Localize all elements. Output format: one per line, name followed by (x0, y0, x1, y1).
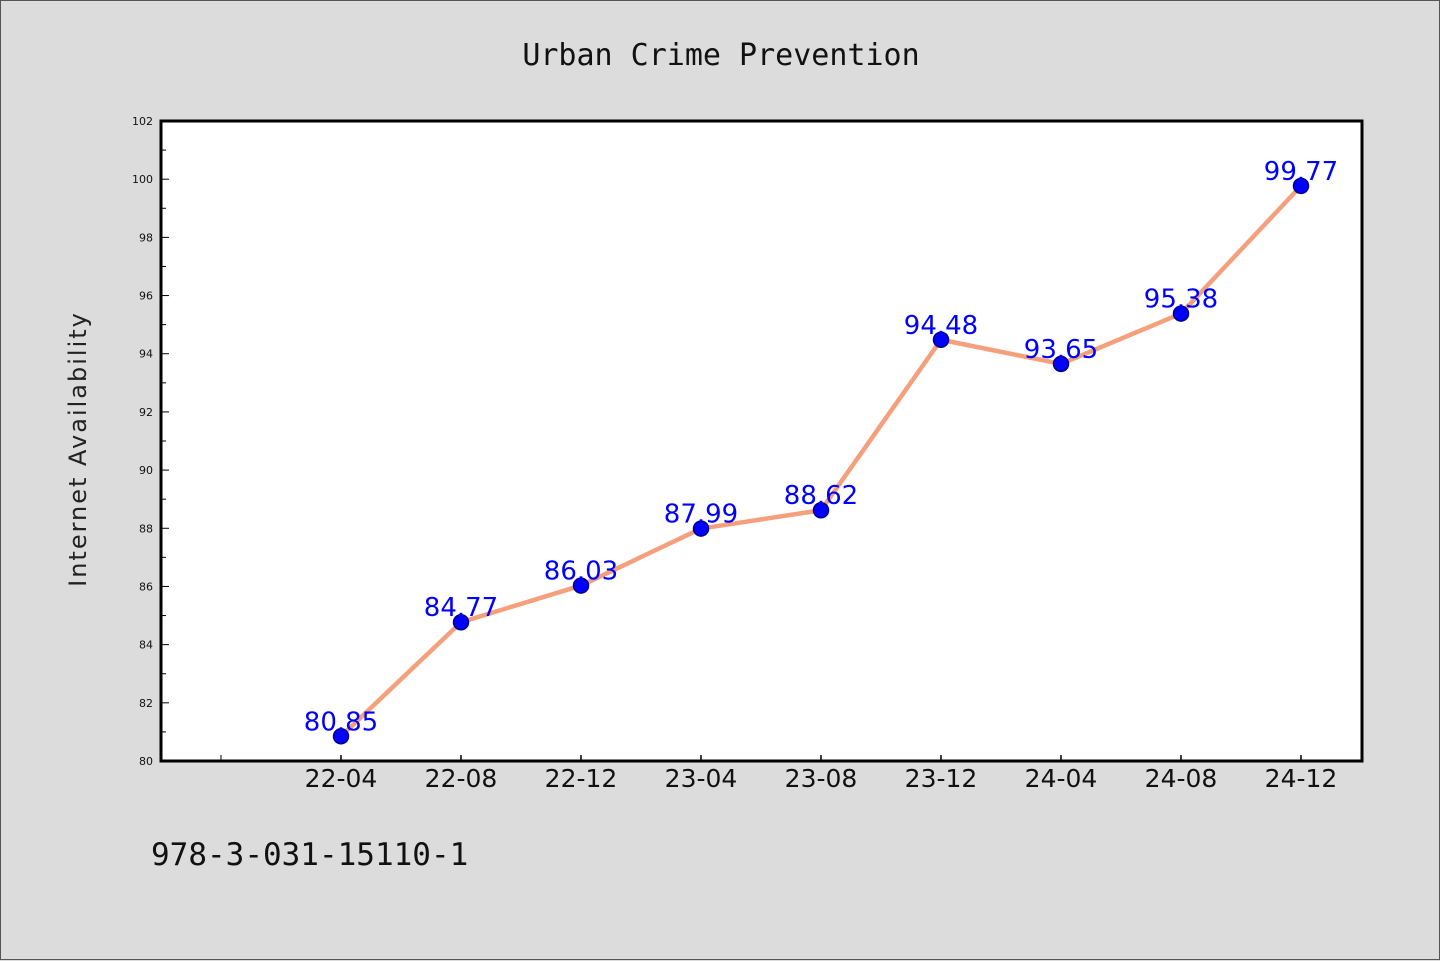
plot-area (159, 119, 1364, 763)
x-tick-label: 23-08 (785, 764, 858, 793)
data-label: 87.99 (664, 500, 738, 530)
data-label: 99.77 (1264, 157, 1338, 187)
x-tick-label: 24-04 (1025, 764, 1098, 793)
data-label: 95.38 (1144, 285, 1218, 315)
x-tick-label: 24-12 (1265, 764, 1338, 793)
chart-title: Urban Crime Prevention (522, 38, 919, 73)
data-point (1172, 305, 1190, 322)
y-tick-label: 88 (139, 522, 153, 535)
y-tick-label: 92 (139, 406, 153, 419)
y-tick-label: 90 (139, 464, 153, 477)
data-point (1052, 355, 1070, 373)
x-tick-label: 23-12 (905, 764, 978, 793)
y-tick-label: 86 (139, 580, 153, 593)
data-point (812, 501, 830, 519)
data-label: 84.77 (424, 593, 498, 623)
data-label: 86.03 (544, 557, 618, 587)
data-point (1292, 177, 1310, 195)
data-label: 88.62 (784, 481, 858, 511)
y-tick-label: 94 (139, 348, 153, 361)
y-tick-label: 80 (139, 755, 153, 768)
y-tick-label: 82 (139, 697, 153, 710)
y-tick-label: 100 (132, 173, 153, 186)
data-label: 80.85 (304, 707, 378, 737)
y-axis-ticks: 80 82 84 86 88 90 92 94 96 98 100 102 (132, 115, 169, 768)
data-labels: 80.85 84.77 86.03 87.99 88.62 94.48 93.65 95.38… (304, 157, 1338, 737)
y-tick-label: 102 (132, 115, 153, 128)
x-axis-ticks: 22-04 22-08 22-12 23-04 23-08 23-12 24-04 24-08… (220, 755, 1338, 793)
y-tick-label: 98 (139, 231, 153, 244)
y-tick-label: 96 (139, 290, 153, 303)
data-label: 93.65 (1024, 335, 1098, 365)
y-axis-label: Internet Availability (64, 311, 92, 587)
data-point (572, 577, 590, 594)
data-point (692, 520, 710, 537)
data-label: 94.48 (904, 311, 978, 341)
data-point (932, 331, 950, 349)
x-tick-label: 23-04 (665, 764, 738, 793)
x-tick-label: 22-04 (305, 764, 378, 793)
x-tick-label: 22-08 (425, 764, 498, 793)
y-tick-label: 84 (139, 639, 153, 652)
data-point (332, 728, 350, 745)
data-point (452, 613, 470, 631)
series-markers (332, 177, 1310, 745)
isbn-text: 978-3-031-15110-1 (151, 837, 468, 873)
x-tick-label: 24-08 (1145, 764, 1218, 793)
x-tick-label: 22-12 (545, 764, 618, 793)
